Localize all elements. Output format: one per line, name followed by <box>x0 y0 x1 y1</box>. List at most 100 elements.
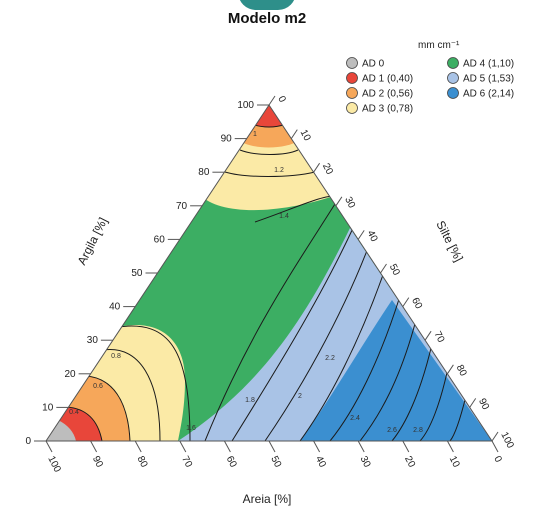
legend-swatch <box>346 57 358 69</box>
legend: mm cm⁻¹ AD 0 AD 1 (0,40) AD 2 (0,56) AD 3 (… <box>346 40 514 115</box>
legend-swatch <box>447 72 459 84</box>
contour-label: 1.6 <box>186 425 196 432</box>
bottom-axis-tick-label: 0 <box>491 454 504 464</box>
right-axis-tick-label: 90 <box>476 397 491 412</box>
bottom-axis-tick <box>313 440 321 453</box>
contour-line <box>449 395 467 441</box>
bottom-axis-tick <box>90 440 98 453</box>
bottom-axis-tick <box>223 440 231 453</box>
bottom-axis-tick <box>402 440 410 453</box>
left-axis-tick-label: 20 <box>64 369 76 380</box>
contour-line <box>231 225 355 441</box>
contour-line <box>204 195 341 441</box>
contour-line <box>264 247 369 441</box>
bottom-axis-tick-label: 10 <box>447 454 462 469</box>
right-axis-tick-label: 50 <box>387 262 402 277</box>
right-axis-tick-label: 60 <box>409 296 424 311</box>
legend-label: AD 5 (1,53) <box>463 74 514 85</box>
bottom-axis-tick-label: 50 <box>268 454 283 469</box>
contour-line <box>359 319 417 441</box>
region-ad-6 <box>300 300 492 441</box>
left-axis-tick-label: 40 <box>109 302 121 313</box>
contour-label: 1.2 <box>274 167 284 174</box>
ad-regions <box>46 105 492 441</box>
contour-label: 2.6 <box>387 427 397 434</box>
bottom-axis-tick <box>268 440 276 453</box>
bottom-axis-tick <box>446 440 454 453</box>
bottom-axis-tick-label: 70 <box>179 454 194 469</box>
bottom-axis-tick-label: 20 <box>402 454 417 469</box>
bottom-axis-tick-label: 40 <box>313 454 328 469</box>
right-axis-tick-label: 100 <box>498 430 516 450</box>
right-axis-tick <box>446 364 454 375</box>
contour-label: 0.4 <box>69 409 79 416</box>
region-ad-1-top <box>252 105 286 127</box>
left-axis-tick-label: 30 <box>87 335 99 346</box>
contour-label: 0.8 <box>111 353 121 360</box>
contour-label: 2.2 <box>325 355 335 362</box>
right-axis-title: Silte [%] <box>433 218 465 264</box>
right-axis-tick <box>268 95 276 106</box>
bottom-axis-tick <box>179 440 187 453</box>
bottom-axis-tick <box>357 440 365 453</box>
legend-swatch <box>346 72 358 84</box>
legend-swatch <box>447 57 459 69</box>
legend-label: AD 6 (2,14) <box>463 89 514 100</box>
right-axis-tick <box>402 297 410 307</box>
chart-title: Modelo m2 <box>227 10 307 27</box>
legend-unit: mm cm⁻¹ <box>418 40 460 51</box>
contour-line <box>102 349 161 441</box>
axis-ticks: 0102030405060708090100010203040506070809… <box>25 94 515 474</box>
bottom-axis-tick-label: 60 <box>224 454 239 469</box>
legend-label: AD 1 (0,40) <box>362 74 413 85</box>
legend-swatch <box>447 87 459 99</box>
legend-label: AD 0 <box>362 59 385 70</box>
contour-label: 1.8 <box>245 397 255 404</box>
right-axis-tick <box>335 196 343 207</box>
right-axis-tick <box>491 431 499 442</box>
right-axis-tick-label: 0 <box>275 94 288 104</box>
contour-line <box>419 367 449 441</box>
contour-line <box>224 171 316 177</box>
contour-line <box>117 325 191 441</box>
right-axis-tick <box>357 230 365 240</box>
bottom-axis-tick-label: 100 <box>45 454 63 474</box>
contour-line <box>329 295 401 441</box>
contour-label: 1 <box>253 131 257 138</box>
right-axis-tick <box>290 129 298 139</box>
bottom-axis-tick-label: 90 <box>90 454 105 469</box>
contour-line <box>239 149 299 155</box>
right-axis-tick <box>313 162 321 173</box>
left-axis-tick-label: 50 <box>131 268 143 279</box>
contour-label: 0.6 <box>93 383 103 390</box>
right-axis-tick-label: 10 <box>298 128 313 143</box>
region-ad-3-top <box>200 105 334 211</box>
decorative-blob <box>238 0 296 10</box>
contour-line <box>85 375 131 441</box>
left-axis-tick-label: 80 <box>198 167 210 178</box>
left-axis-tick-label: 100 <box>237 100 254 111</box>
legend-label: AD 3 (0,78) <box>362 104 413 115</box>
left-axis-tick-label: 60 <box>154 234 166 245</box>
left-axis-tick-label: 0 <box>25 436 31 447</box>
left-axis-title: Argila [%] <box>75 215 111 267</box>
contour-label: 2.4 <box>350 415 360 422</box>
right-axis-tick-label: 80 <box>454 363 469 378</box>
left-axis-tick-label: 90 <box>221 134 233 145</box>
right-axis-tick-label: 70 <box>431 330 446 345</box>
contour-label: 2.8 <box>413 427 423 434</box>
contour-label: 1.4 <box>279 213 289 220</box>
legend-swatch <box>346 87 358 99</box>
contour-label: 2 <box>298 393 302 400</box>
bottom-axis-tick <box>45 440 53 453</box>
legend-label: AD 2 (0,56) <box>362 89 413 100</box>
right-axis-tick-label: 30 <box>342 195 357 210</box>
bottom-axis-tick-label: 80 <box>135 454 150 469</box>
right-axis-tick <box>469 398 477 408</box>
bottom-axis-title: Areia [%] <box>243 492 292 506</box>
right-axis-tick-label: 40 <box>365 229 380 244</box>
right-axis-tick <box>424 330 432 341</box>
left-axis-tick-label: 70 <box>176 201 188 212</box>
legend-label: AD 4 (1,10) <box>463 59 514 70</box>
